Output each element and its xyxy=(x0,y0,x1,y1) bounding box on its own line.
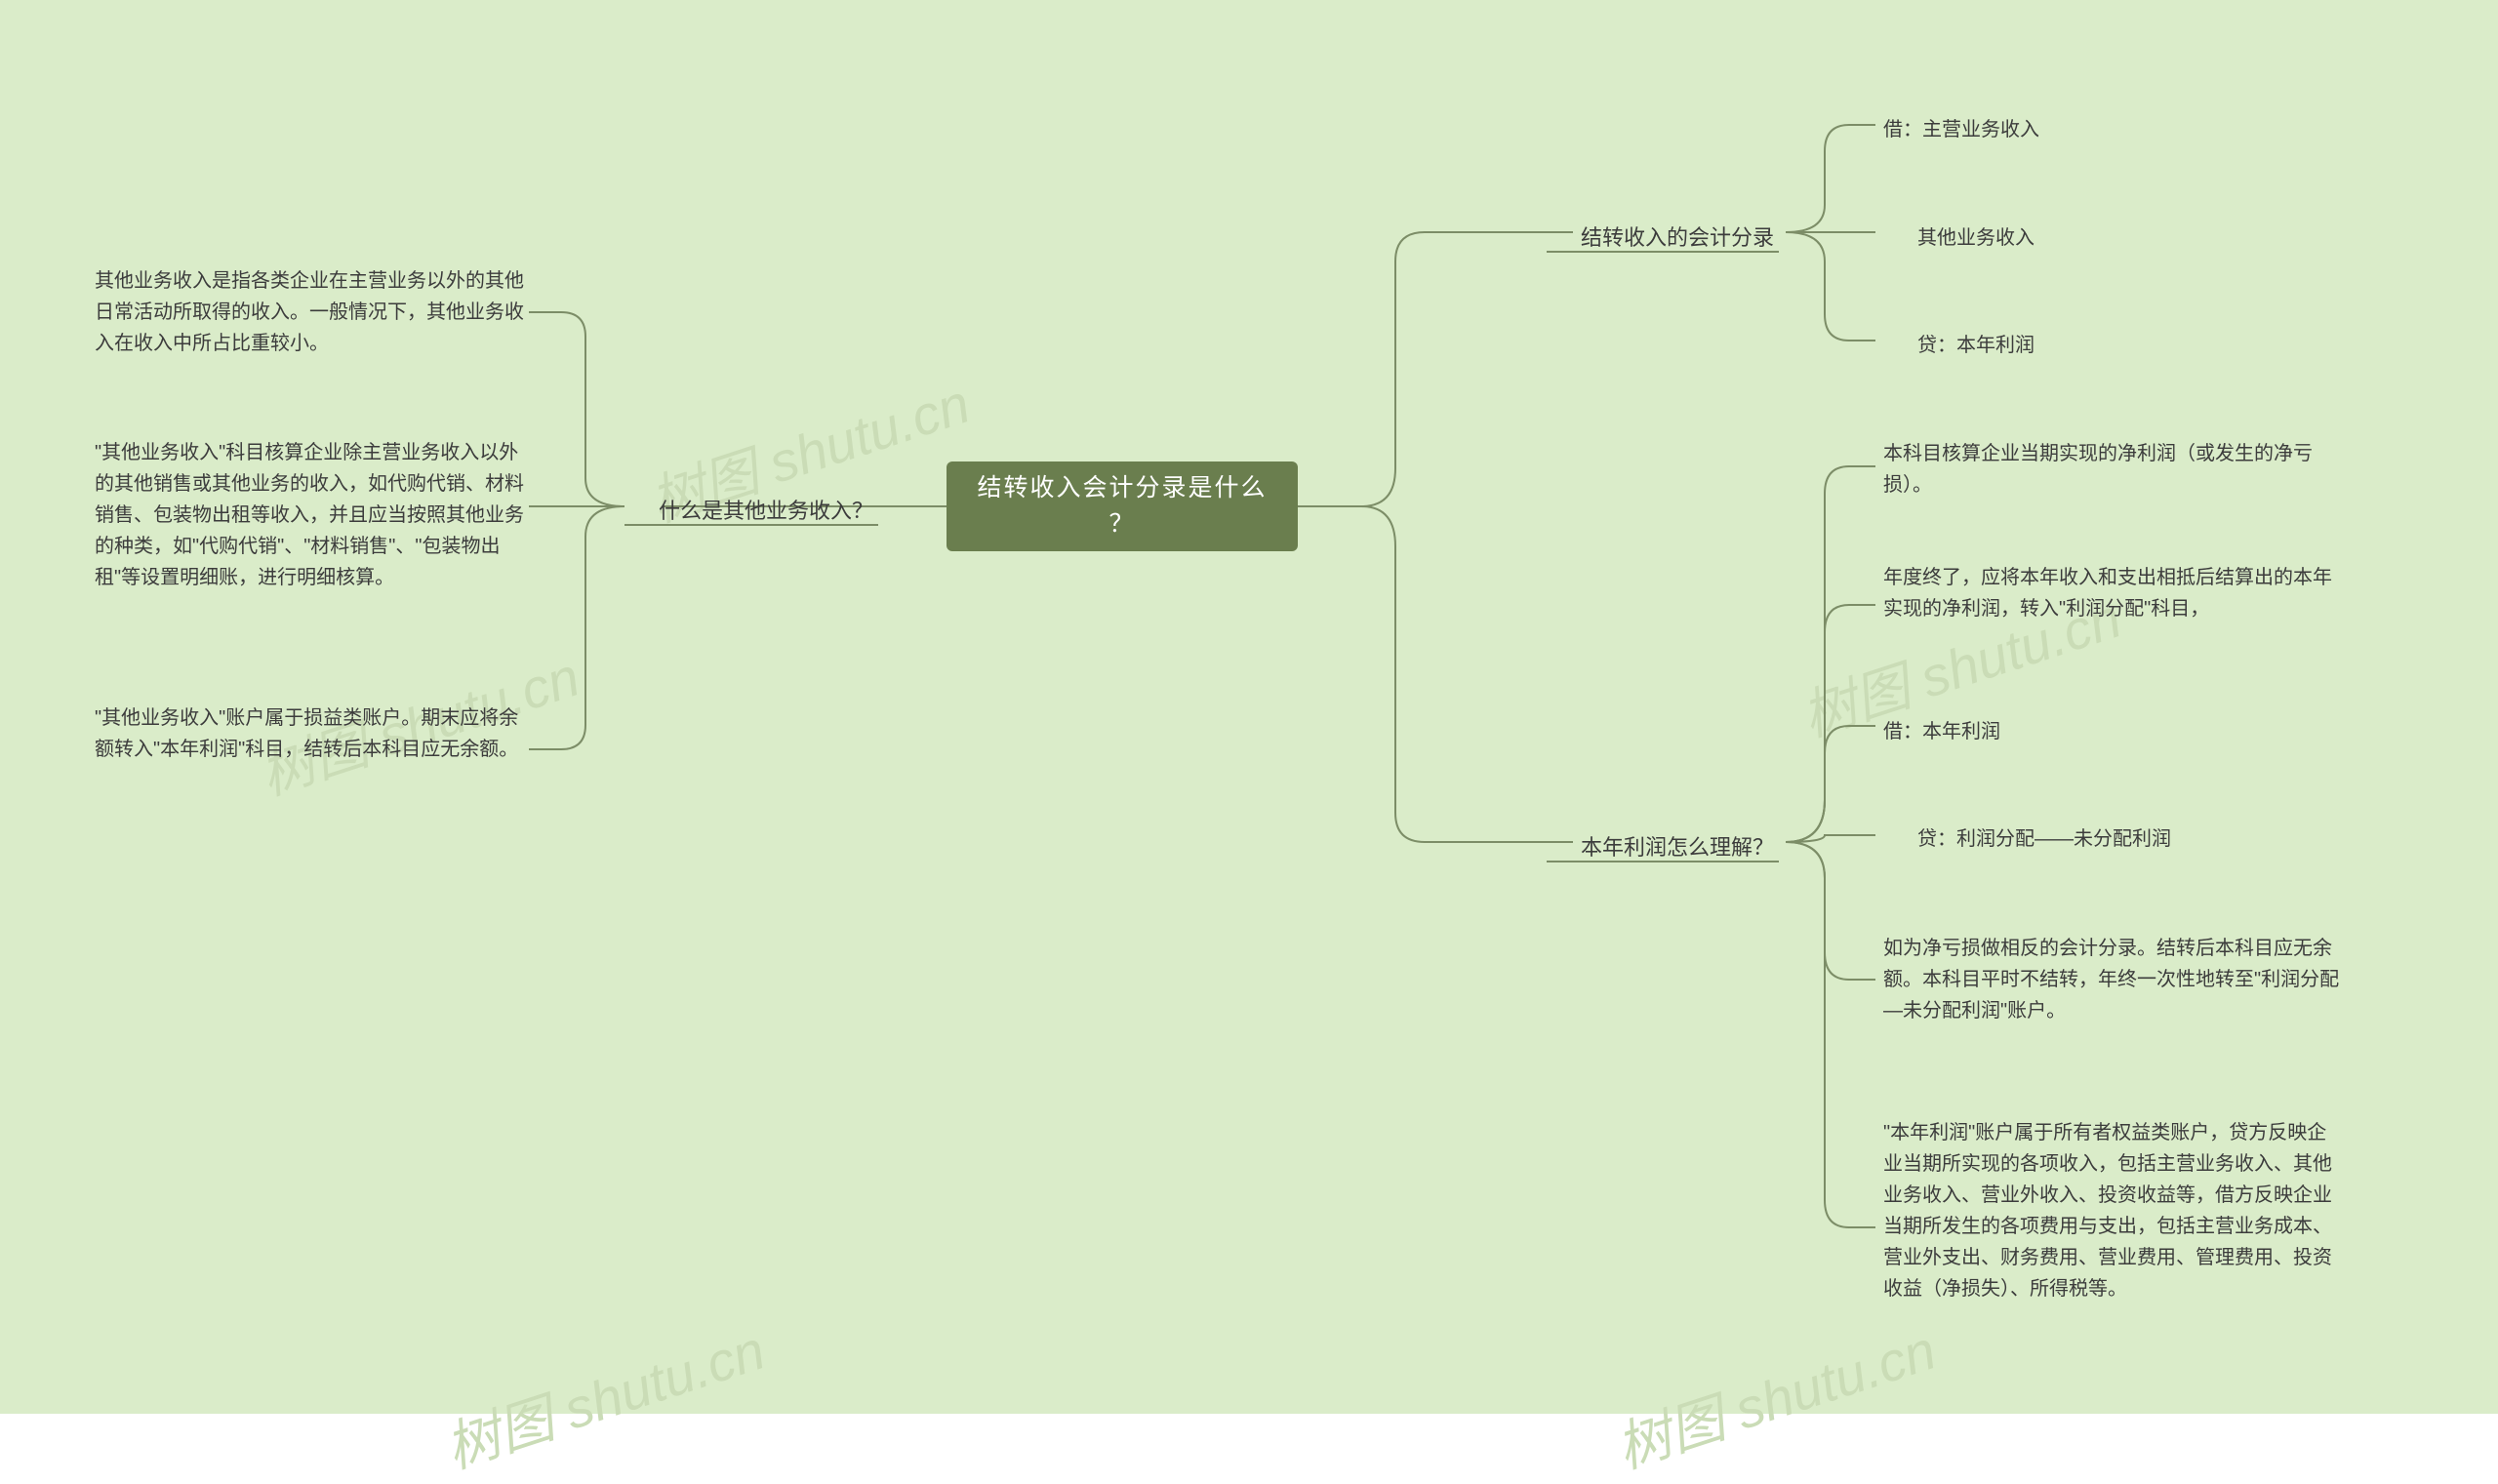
root-node: 结转收入会计分录是什么 ？ xyxy=(947,461,1298,551)
right1-leaf-1: 其他业务收入 xyxy=(1917,222,2308,254)
right2-leaf-4: 如为净亏损做相反的会计分录。结转后本科目应无余额。本科目平时不结转，年终一次性地… xyxy=(1883,933,2342,1026)
right2-leaf-2: 借：本年利润 xyxy=(1883,716,2342,747)
right1-leaf-0: 借：主营业务收入 xyxy=(1883,114,2274,145)
right2-leaf-1: 年度终了，应将本年收入和支出相抵后结算出的本年实现的净利润，转入"利润分配"科目… xyxy=(1883,562,2342,624)
branch-label-entries: 结转收入的会计分录 xyxy=(1581,221,1774,252)
right2-leaf-3: 贷：利润分配——未分配利润 xyxy=(1917,823,2347,855)
mindmap-canvas: 树图 shutu.cn树图 shutu.cn树图 shutu.cn树图 shut… xyxy=(0,0,2498,1414)
left-leaf-1: "其他业务收入"科目核算企业除主营业务收入以外的其他销售或其他业务的收入，如代购… xyxy=(95,437,524,593)
branch-label-left: 什么是其他业务收入？ xyxy=(659,494,873,525)
right2-leaf-0: 本科目核算企业当期实现的净利润（或发生的净亏损）。 xyxy=(1883,438,2342,501)
right2-leaf-5: "本年利润"账户属于所有者权益类账户，贷方反映企业当期所实现的各项收入，包括主营… xyxy=(1883,1117,2342,1304)
branch-label-profit: 本年利润怎么理解？ xyxy=(1581,830,1774,862)
right1-leaf-2: 贷：本年利润 xyxy=(1917,330,2308,361)
left-leaf-2: "其他业务收入"账户属于损益类账户。期末应将余额转入"本年利润"科目，结转后本科… xyxy=(95,702,524,765)
left-leaf-0: 其他业务收入是指各类企业在主营业务以外的其他日常活动所取得的收入。一般情况下，其… xyxy=(95,265,524,359)
